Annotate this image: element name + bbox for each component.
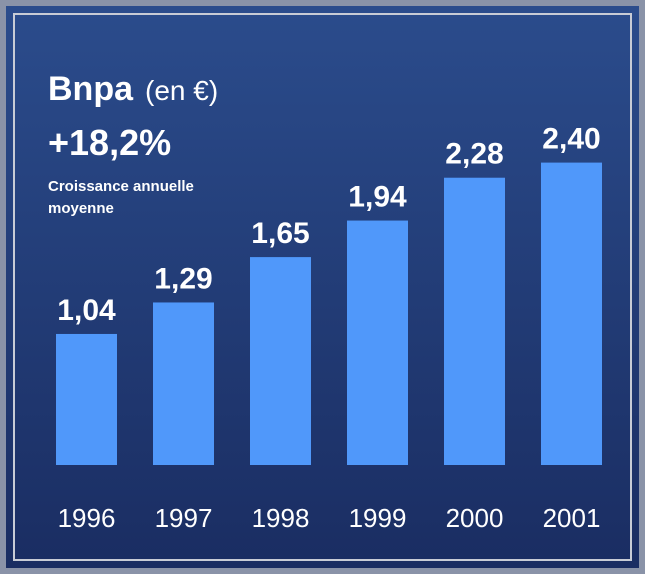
value-label: 2,40 [542, 123, 600, 156]
bar [250, 257, 311, 465]
title-unit: (en €) [145, 75, 218, 106]
value-label: 2,28 [445, 138, 503, 171]
value-label: 1,65 [251, 217, 309, 250]
growth-note: Croissance annuelle [48, 178, 194, 195]
x-tick-label: 1997 [155, 503, 213, 533]
growth-rate: +18,2% [48, 122, 171, 163]
x-tick-label: 1996 [58, 503, 116, 533]
inner-border [13, 13, 632, 561]
x-tick-label: 2001 [543, 503, 601, 533]
bar [56, 333, 117, 465]
title-main: Bnpa [48, 70, 134, 108]
bar [444, 177, 505, 465]
background [6, 6, 639, 568]
value-label: 1,29 [154, 262, 212, 295]
growth-note: moyenne [48, 200, 114, 217]
value-label: 1,04 [57, 294, 116, 327]
value-label: 1,94 [348, 181, 407, 214]
x-tick-label: 1998 [252, 503, 310, 533]
x-tick-label: 1999 [349, 503, 407, 533]
bar [153, 302, 214, 465]
bar [347, 220, 408, 465]
bar [541, 162, 602, 465]
chart-title: Bnpa (en €) [48, 70, 218, 108]
x-tick-label: 2000 [446, 503, 504, 533]
